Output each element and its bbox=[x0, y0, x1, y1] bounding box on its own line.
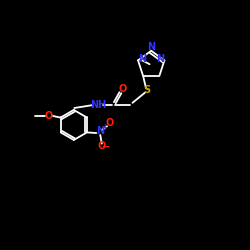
Text: −: − bbox=[102, 142, 110, 152]
Text: NH: NH bbox=[90, 100, 106, 110]
Text: N: N bbox=[156, 54, 164, 64]
Text: O: O bbox=[98, 141, 106, 151]
Text: O: O bbox=[45, 110, 53, 120]
Text: S: S bbox=[143, 85, 150, 95]
Text: N: N bbox=[138, 54, 146, 64]
Text: N: N bbox=[147, 42, 155, 51]
Text: N: N bbox=[96, 126, 104, 136]
Text: O: O bbox=[105, 118, 114, 128]
Text: +: + bbox=[101, 123, 107, 132]
Text: O: O bbox=[119, 84, 127, 94]
